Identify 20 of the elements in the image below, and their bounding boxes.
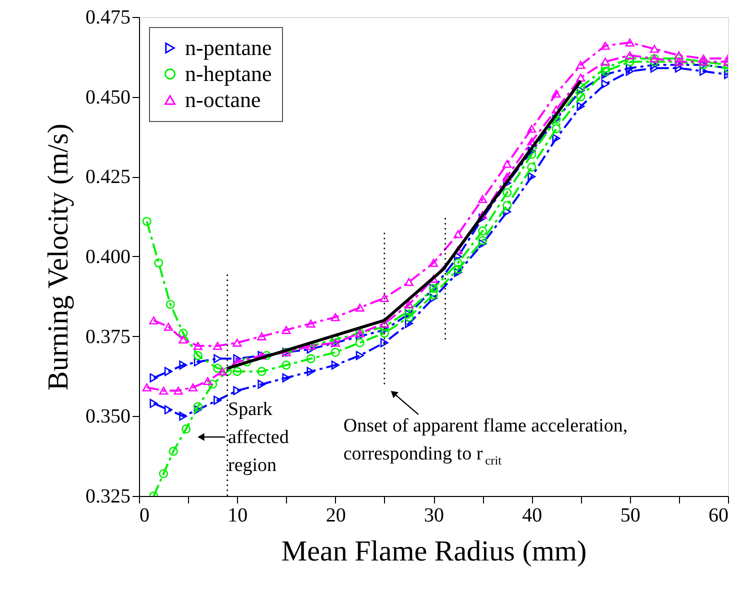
y-tick-label: 0.375 bbox=[86, 326, 130, 348]
y-axis-title: Burning Velocity (m/s) bbox=[42, 124, 74, 390]
y-tick-label: 0.400 bbox=[86, 246, 130, 268]
x-tick-label: 40 bbox=[522, 504, 542, 526]
legend-label: n-pentane bbox=[185, 35, 272, 60]
y-tick-label: 0.475 bbox=[86, 6, 130, 28]
y-tick-label: 0.325 bbox=[86, 486, 130, 508]
x-tick-label: 30 bbox=[424, 504, 444, 526]
x-tick-label: 10 bbox=[228, 504, 248, 526]
legend-label: n-octane bbox=[185, 87, 261, 112]
x-tick-label: 60 bbox=[708, 504, 728, 526]
legend-label: n-heptane bbox=[185, 61, 272, 86]
y-tick-label: 0.450 bbox=[86, 86, 130, 108]
y-tick-label: 0.350 bbox=[86, 406, 130, 428]
x-tick-label: 50 bbox=[620, 504, 640, 526]
x-tick-label: 20 bbox=[326, 504, 346, 526]
x-axis-title: Mean Flame Radius (mm) bbox=[281, 536, 587, 568]
x-tick-label: 0 bbox=[140, 504, 150, 526]
y-tick-label: 0.425 bbox=[86, 166, 130, 188]
annotation: Spark affected region bbox=[228, 399, 290, 476]
